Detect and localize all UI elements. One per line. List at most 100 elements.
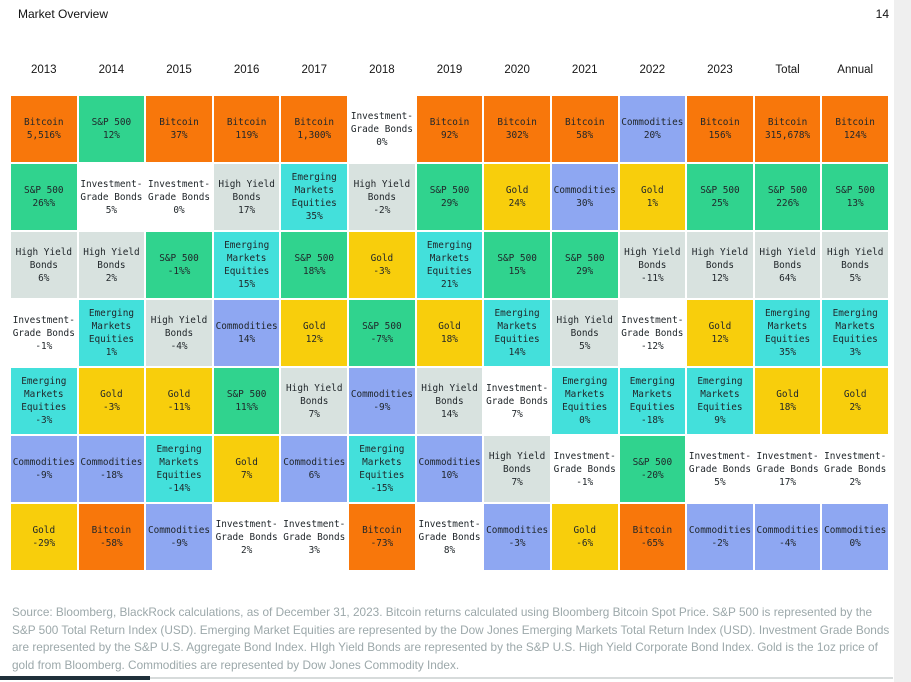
return-value: -2% <box>373 204 391 216</box>
return-value: -14% <box>167 483 191 494</box>
return-cell: Emerging Markets Equities 15% <box>213 232 280 298</box>
return-cell: Emerging Markets Equities 9% <box>687 368 753 434</box>
asset-label: Bitcoin <box>429 117 470 128</box>
return-cell: High Yield Bonds -2% <box>349 164 415 230</box>
return-value: -1% <box>35 340 53 352</box>
asset-label: Bitcoin <box>159 117 199 128</box>
return-value: 7% <box>511 476 523 488</box>
return-value: 17% <box>779 476 797 488</box>
asset-label: Commodities <box>12 457 75 468</box>
return-cell: Bitcoin 124% <box>822 96 888 162</box>
return-value: 25% <box>711 198 729 209</box>
return-cell: Commodities -9% <box>11 436 77 502</box>
asset-label: Gold <box>302 321 326 332</box>
return-value: 124% <box>843 130 867 141</box>
asset-label: Bitcoin <box>767 117 808 128</box>
return-cell: Emerging Markets Equities 35% <box>281 164 348 230</box>
asset-label: High Yield Bonds <box>83 246 140 271</box>
asset-label: Gold <box>370 253 394 264</box>
return-cell: Emerging Markets Equities 1% <box>78 300 145 366</box>
asset-label: S&P 500 <box>767 185 808 196</box>
asset-label: High Yield Bonds <box>826 246 884 271</box>
asset-label: Investment- Grade Bonds <box>553 450 616 475</box>
return-value: 1,300% <box>297 130 332 141</box>
asset-label: S&P 500 <box>294 253 335 264</box>
asset-label: Emerging Markets Equities <box>156 444 202 481</box>
asset-label: Commodities <box>824 525 887 536</box>
return-cell: Emerging Markets Equities -3% <box>11 368 77 434</box>
column-header: Annual <box>837 64 874 76</box>
asset-label: Emerging Markets Equities <box>562 376 608 413</box>
return-value: -18% <box>641 415 664 426</box>
return-cell: Bitcoin 37% <box>146 96 212 162</box>
return-cell: High Yield Bonds -11% <box>619 232 686 298</box>
return-value: 3% <box>849 347 861 358</box>
column-header: 2022 <box>639 64 666 76</box>
return-value: 5% <box>579 340 591 352</box>
return-cell: S&P 500 -20% <box>619 436 686 502</box>
return-cell: S&P 500 26%% <box>11 164 77 230</box>
return-value: 18% <box>441 334 458 345</box>
asset-label: Gold <box>708 321 732 332</box>
return-value: 21% <box>441 279 458 290</box>
return-value: 119% <box>235 130 258 141</box>
asset-label: S&P 500 <box>226 389 267 400</box>
return-value: -11% <box>167 402 191 413</box>
return-value: 29% <box>576 266 594 277</box>
column-header: 2023 <box>707 64 733 76</box>
return-cell: S&P 500 -7%% <box>349 300 415 366</box>
column-header: 2016 <box>233 64 260 76</box>
return-value: 26%% <box>32 198 56 209</box>
asset-label: S&P 500 <box>362 321 402 332</box>
return-value: 11%% <box>235 402 258 413</box>
asset-label: Emerging Markets Equities <box>426 240 473 277</box>
asset-label: Emerging Markets Equities <box>832 308 878 345</box>
progress-bar-track[interactable] <box>0 677 893 679</box>
return-cell: Commodities 30% <box>551 164 618 230</box>
return-cell: Bitcoin -65% <box>619 504 686 570</box>
return-value: -73% <box>370 538 394 549</box>
return-value: 0% <box>579 415 591 426</box>
return-value: 315,678% <box>764 130 811 141</box>
asset-label: Investment- Grade Bonds <box>80 178 143 203</box>
asset-label: High Yield Bonds <box>556 314 613 339</box>
column-headers: 2013 2014 2015 2016 2017 2018 2019 2020 2021 2022… <box>11 64 888 76</box>
column-header: 2015 <box>166 64 192 76</box>
return-cell: Commodities 14% <box>213 300 280 366</box>
asset-label: Investment- Grade Bonds <box>621 314 684 339</box>
return-cell: High Yield Bonds 7% <box>484 436 550 502</box>
return-value: 17% <box>238 204 256 216</box>
return-value: 10% <box>441 470 458 481</box>
return-cell: Bitcoin 5,516% <box>11 96 77 162</box>
return-cell: Emerging Markets Equities -15% <box>349 436 415 502</box>
return-value: 5% <box>105 204 118 216</box>
return-cell: High Yield Bonds 5% <box>551 300 618 366</box>
return-cell: Gold 24% <box>484 164 550 230</box>
return-value: 6% <box>308 470 320 481</box>
return-value: 3% <box>308 544 320 556</box>
asset-label: Gold <box>100 389 123 400</box>
asset-label: Emerging Markets Equities <box>697 376 743 413</box>
return-cell: Gold 12% <box>687 300 753 366</box>
asset-label: Emerging Markets Equities <box>764 308 811 345</box>
return-cell: Investment- Grade Bonds 2% <box>822 436 888 502</box>
progress-bar-fill[interactable] <box>0 676 150 680</box>
column-header: 2018 <box>369 64 395 76</box>
asset-label: Investment- Grade Bonds <box>418 518 481 543</box>
return-cell: High Yield Bonds 7% <box>281 368 348 434</box>
return-value: -3% <box>373 266 391 277</box>
return-cell: Gold -11% <box>146 368 212 434</box>
asset-label: S&P 500 <box>564 253 605 264</box>
return-cell: Bitcoin 119% <box>213 96 280 162</box>
return-cell: Emerging Markets Equities 35% <box>754 300 821 366</box>
return-cell: Commodities -9% <box>146 504 212 570</box>
asset-label: High Yield Bonds <box>218 178 275 203</box>
return-cell: Gold -29% <box>11 504 77 570</box>
asset-label: Gold <box>641 185 664 196</box>
return-cell: Commodities -18% <box>78 436 145 502</box>
asset-label: Bitcoin <box>632 525 673 536</box>
column-header: 2013 <box>31 64 57 76</box>
return-cell: Investment- Grade Bonds -1% <box>11 300 77 366</box>
return-value: 15% <box>508 266 526 277</box>
return-cell: High Yield Bonds 5% <box>822 232 888 298</box>
